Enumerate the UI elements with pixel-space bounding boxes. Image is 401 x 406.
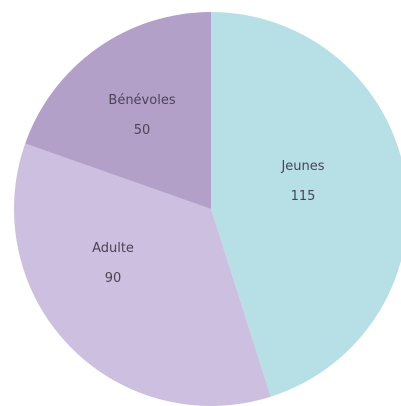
slice-label-jeunes-name: Jeunes (280, 159, 324, 174)
slice-label-adulte-value: 90 (105, 271, 122, 286)
slice-label-jeunes-value: 115 (291, 189, 316, 204)
pie-slice-adulte (14, 143, 271, 406)
slice-label-benevoles-name: Bénévoles (108, 93, 175, 108)
pie-slices (14, 12, 401, 406)
label-group-benevoles: Bénévoles 50 (108, 93, 175, 138)
label-group-jeunes: Jeunes 115 (280, 159, 324, 204)
label-group-adulte: Adulte 90 (92, 241, 134, 286)
slice-label-adulte-name: Adulte (92, 241, 134, 256)
slice-label-benevoles-value: 50 (134, 123, 151, 138)
pie-slice-benevoles (25, 12, 212, 209)
pie-slice-jeunes (211, 12, 401, 397)
